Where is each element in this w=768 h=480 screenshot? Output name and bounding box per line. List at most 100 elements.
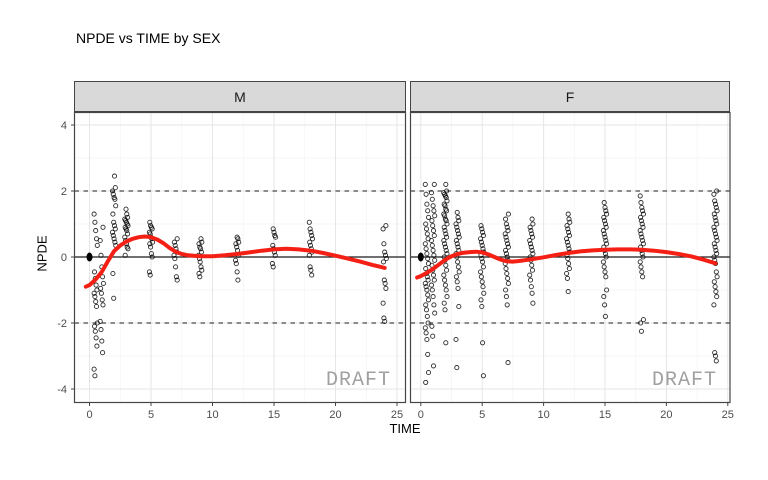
data-point <box>455 231 461 237</box>
data-point <box>432 213 438 219</box>
data-point <box>443 340 449 346</box>
data-point <box>442 203 448 209</box>
data-point <box>505 228 511 234</box>
data-point <box>425 369 432 376</box>
data-point <box>381 315 387 321</box>
data-point <box>455 259 461 265</box>
data-point <box>711 224 717 230</box>
data-point <box>382 280 388 286</box>
data-point <box>100 302 106 308</box>
data-point <box>444 251 450 257</box>
data-point <box>601 294 607 300</box>
data-point <box>604 241 610 247</box>
facet-strip-m: M <box>74 81 406 112</box>
data-point <box>453 237 459 244</box>
data-point <box>503 251 509 257</box>
data-point <box>98 327 104 333</box>
data-point <box>479 242 485 248</box>
data-point <box>479 303 485 310</box>
data-point <box>504 224 510 230</box>
data-point <box>527 241 534 247</box>
data-point <box>98 252 104 258</box>
data-point <box>110 191 116 197</box>
data-point <box>712 284 718 290</box>
plot-title: NPDE vs TIME by SEX <box>76 30 221 46</box>
data-point <box>454 365 460 371</box>
data-point <box>528 244 534 250</box>
data-point <box>640 241 646 247</box>
data-point <box>430 294 436 300</box>
data-point <box>505 360 511 366</box>
data-point <box>455 264 461 270</box>
x-tick-label: 5 <box>148 409 154 421</box>
data-point <box>711 241 717 247</box>
data-point <box>713 234 719 240</box>
data-point <box>422 181 428 187</box>
data-point <box>93 303 100 310</box>
data-point <box>422 325 428 331</box>
smooth-line <box>415 247 718 280</box>
data-point <box>196 270 202 277</box>
data-point <box>171 239 177 245</box>
data-point <box>309 233 315 239</box>
data-point <box>197 259 203 265</box>
data-point <box>713 247 719 253</box>
data-point <box>444 294 450 300</box>
data-point <box>199 267 205 273</box>
data-point <box>383 256 389 262</box>
data-point <box>235 277 241 283</box>
data-point <box>270 264 276 270</box>
data-point <box>443 181 449 187</box>
data-point <box>174 236 180 242</box>
data-point <box>423 226 430 232</box>
data-point <box>566 233 572 239</box>
data-point <box>94 343 100 349</box>
x-tick-label: 20 <box>660 409 672 421</box>
data-point <box>527 277 534 283</box>
data-point <box>98 290 104 296</box>
data-point <box>504 237 510 244</box>
data-point <box>564 236 570 242</box>
data-point <box>270 226 276 232</box>
data-point <box>443 218 449 224</box>
data-point <box>234 269 240 275</box>
data-point <box>601 231 607 237</box>
data-point <box>382 318 388 324</box>
watermark-draft-f: DRAFT <box>651 369 717 392</box>
data-point <box>602 221 608 227</box>
data-point <box>455 285 461 291</box>
data-point <box>91 211 97 217</box>
data-point <box>564 239 570 245</box>
data-point <box>454 241 460 247</box>
data-point <box>234 244 240 250</box>
data-point <box>712 244 718 250</box>
data-point <box>640 254 646 260</box>
data-point <box>172 242 178 248</box>
x-tick-label: 15 <box>599 409 611 421</box>
data-point <box>93 299 99 305</box>
data-point <box>639 234 645 240</box>
data-point <box>603 237 609 244</box>
data-point <box>502 231 508 237</box>
data-point <box>714 221 720 227</box>
data-point <box>603 254 609 260</box>
data-point <box>430 272 437 278</box>
data-point <box>712 201 719 207</box>
data-point <box>423 302 429 308</box>
data-point <box>380 259 387 265</box>
data-point <box>603 274 609 280</box>
data-point <box>638 264 644 270</box>
data-point <box>444 267 450 273</box>
data-point <box>711 279 717 285</box>
data-point <box>424 313 430 319</box>
data-point <box>270 242 276 248</box>
data-point <box>480 264 486 270</box>
data-point <box>383 223 389 229</box>
data-point <box>638 214 644 220</box>
data-point <box>171 252 177 258</box>
data-point <box>124 228 130 234</box>
data-point <box>92 219 98 225</box>
data-point <box>99 338 105 344</box>
data-point <box>713 218 719 224</box>
data-point <box>91 366 97 372</box>
